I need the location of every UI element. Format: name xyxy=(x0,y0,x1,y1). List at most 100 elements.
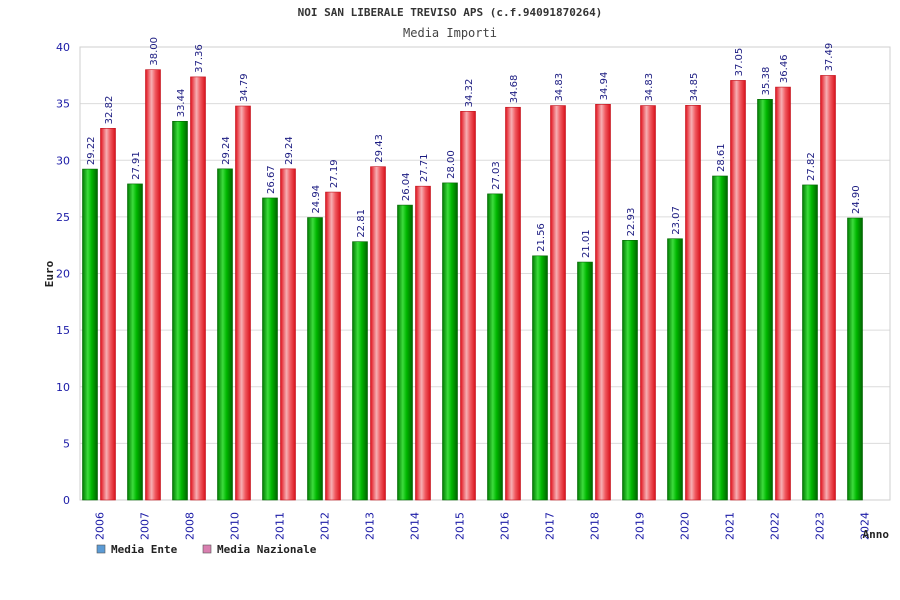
x-tick-label: 2024 xyxy=(859,512,872,540)
bar-media-ente xyxy=(82,168,98,501)
legend-label: Media Nazionale xyxy=(217,543,317,556)
y-tick-label: 15 xyxy=(56,324,70,337)
bar-media-nazionale xyxy=(550,105,566,501)
data-label: 28.61 xyxy=(716,143,727,172)
data-label: 37.05 xyxy=(734,48,745,77)
x-tick-label: 2010 xyxy=(229,512,242,540)
bar-media-nazionale xyxy=(280,168,296,501)
bar-media-nazionale xyxy=(640,105,656,501)
x-tick-label: 2021 xyxy=(724,512,737,540)
y-tick-label: 20 xyxy=(56,268,70,281)
data-label: 33.44 xyxy=(176,89,187,118)
y-tick-label: 25 xyxy=(56,211,70,224)
data-label: 21.56 xyxy=(536,223,547,252)
data-label: 29.24 xyxy=(284,136,295,165)
y-axis-ticks: 0 5 10 15 20 25 30 35 40 xyxy=(56,41,70,507)
bar-media-nazionale xyxy=(235,105,251,501)
bar-media-ente xyxy=(622,240,638,501)
data-label: 26.67 xyxy=(266,165,277,194)
data-label: 32.82 xyxy=(104,96,115,125)
bar-media-nazionale xyxy=(190,76,206,501)
data-label: 27.71 xyxy=(419,154,430,183)
bar-media-ente xyxy=(577,261,593,501)
data-label: 26.04 xyxy=(401,172,412,201)
y-tick-label: 0 xyxy=(63,494,70,507)
data-label: 24.90 xyxy=(851,185,862,214)
y-tick-label: 40 xyxy=(56,41,70,54)
y-axis-title: Euro xyxy=(43,260,56,287)
bar-media-nazionale xyxy=(775,86,791,501)
x-tick-label: 2023 xyxy=(814,512,827,540)
x-tick-label: 2018 xyxy=(589,512,602,540)
data-label: 37.36 xyxy=(194,44,205,73)
x-tick-label: 2022 xyxy=(769,512,782,540)
x-tick-label: 2013 xyxy=(364,512,377,540)
x-tick-label: 2016 xyxy=(499,512,512,540)
data-label: 34.94 xyxy=(599,72,610,101)
data-label: 29.43 xyxy=(374,134,385,163)
bar-media-nazionale xyxy=(325,191,341,501)
x-tick-label: 2015 xyxy=(454,512,467,540)
plot-band xyxy=(80,273,890,331)
plot-band xyxy=(80,47,890,104)
plot-band xyxy=(80,443,890,500)
data-label: 37.49 xyxy=(824,43,835,72)
x-axis-ticks: 2006 2007 2008 2010 2011 2012 2013 2014 2015 2016… xyxy=(94,512,872,540)
bar-media-ente xyxy=(127,183,143,501)
bar-media-nazionale xyxy=(100,128,116,501)
x-tick-label: 2007 xyxy=(139,512,152,540)
y-tick-label: 5 xyxy=(63,437,70,450)
data-label: 23.07 xyxy=(671,206,682,235)
bar-media-ente xyxy=(442,182,458,501)
chart-subtitle: Media Importi xyxy=(403,26,497,40)
y-tick-label: 35 xyxy=(56,98,70,111)
bar-media-nazionale xyxy=(820,75,836,501)
x-tick-label: 2006 xyxy=(94,512,107,540)
plot-band xyxy=(80,160,890,217)
x-tick-label: 2012 xyxy=(319,512,332,540)
x-tick-label: 2019 xyxy=(634,512,647,540)
x-axis-title: Anno xyxy=(863,528,890,541)
bar-media-nazionale xyxy=(730,80,746,501)
data-label: 28.00 xyxy=(446,150,457,179)
legend: Media Ente Media Nazionale xyxy=(96,543,317,556)
plot-band xyxy=(80,103,890,161)
data-label: 27.91 xyxy=(131,151,142,180)
bar-media-ente xyxy=(847,217,863,501)
bar-media-nazionale xyxy=(505,106,521,501)
y-tick-label: 30 xyxy=(56,154,70,167)
data-label: 29.22 xyxy=(86,136,97,165)
data-label: 38.00 xyxy=(149,37,160,66)
bar-media-nazionale xyxy=(460,111,476,501)
bar-media-ente xyxy=(352,241,368,501)
x-tick-label: 2017 xyxy=(544,512,557,540)
data-label: 34.79 xyxy=(239,73,250,102)
data-label: 22.81 xyxy=(356,209,367,238)
data-labels: 29.22 32.82 27.91 38.00 33.44 37.36 29.24 34.79… xyxy=(86,37,862,258)
bars xyxy=(82,69,863,501)
y-tick-label: 10 xyxy=(56,381,70,394)
plot-band xyxy=(80,216,890,274)
data-label: 29.24 xyxy=(221,136,232,165)
data-label: 27.82 xyxy=(806,152,817,181)
bar-media-ente xyxy=(307,217,323,501)
bar-media-nazionale xyxy=(415,185,431,501)
data-label: 35.38 xyxy=(761,67,772,96)
x-tick-label: 2011 xyxy=(274,512,287,540)
data-label: 24.94 xyxy=(311,185,322,214)
x-tick-label: 2020 xyxy=(679,512,692,540)
plot-background xyxy=(79,46,891,501)
plot-band xyxy=(80,330,890,387)
bar-media-nazionale xyxy=(145,69,161,501)
bar-media-nazionale xyxy=(370,166,386,501)
chart-title: NOI SAN LIBERALE TREVISO APS (c.f.940918… xyxy=(298,6,603,19)
x-tick-label: 2008 xyxy=(184,512,197,540)
bar-media-ente xyxy=(532,255,548,501)
x-tick-label: 2014 xyxy=(409,512,422,540)
data-label: 34.32 xyxy=(464,79,475,108)
bar-media-ente xyxy=(172,120,188,501)
legend-swatch xyxy=(96,544,106,554)
data-label: 34.83 xyxy=(554,73,565,102)
data-label: 36.46 xyxy=(779,54,790,83)
bar-media-ente xyxy=(262,197,278,501)
